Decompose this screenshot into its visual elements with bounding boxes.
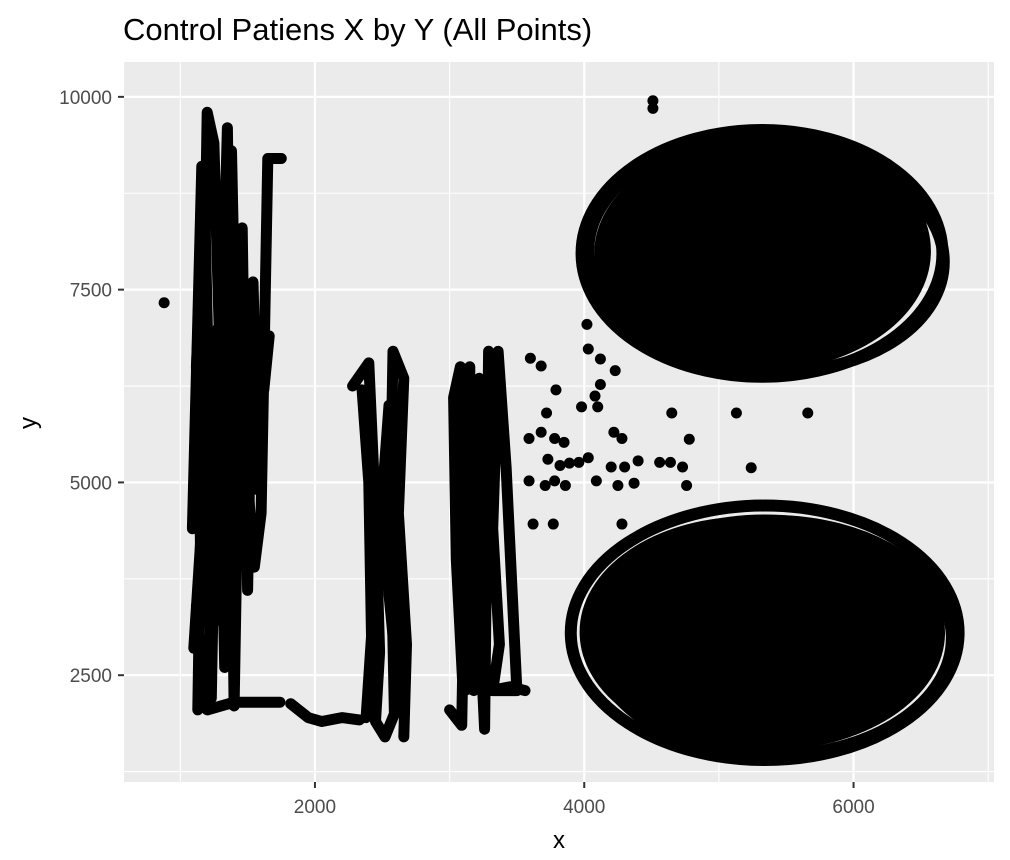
- scatter-point: [616, 518, 628, 530]
- point-clusters: [564, 124, 965, 767]
- scatter-point: [523, 475, 535, 487]
- point-trail: [190, 600, 286, 716]
- scatter-point: [605, 461, 617, 473]
- scatter-point: [619, 461, 631, 473]
- scatter-point: [609, 365, 621, 377]
- scatter-point: [646, 335, 658, 347]
- x-tick-label: 6000: [832, 797, 874, 818]
- scatter-point: [554, 459, 566, 471]
- chart-title: Control Patiens X by Y (All Points): [123, 12, 592, 47]
- scatter-point: [539, 480, 551, 492]
- scatter-point: [664, 456, 676, 468]
- scatter-point: [559, 480, 571, 492]
- point-trail: [444, 345, 523, 735]
- scatter-point: [647, 102, 659, 114]
- point-cluster-fill: [584, 514, 946, 752]
- scatter-point: [594, 353, 606, 365]
- scatter-point: [524, 352, 536, 364]
- y-tick-label: 10000: [59, 88, 112, 109]
- scatter-point: [550, 384, 562, 396]
- scatter-point: [745, 462, 757, 474]
- y-tick-label: 5000: [70, 473, 112, 494]
- scatter-point: [677, 461, 689, 473]
- scatter-point: [666, 407, 678, 419]
- scatter-point: [681, 480, 693, 492]
- scatter-point: [535, 360, 547, 372]
- scatter-point: [683, 433, 695, 445]
- scatter-point: [576, 401, 588, 413]
- scatter-point: [535, 426, 547, 438]
- point-cluster-fill: [594, 138, 930, 369]
- scatter-point: [594, 378, 606, 390]
- y-axis-title: y: [15, 417, 42, 429]
- scatter-point: [654, 456, 666, 468]
- point-trail: [356, 384, 404, 724]
- scatter-point: [158, 297, 170, 309]
- scatter-point: [549, 475, 561, 487]
- scatter-point: [523, 432, 535, 444]
- y-axis: 2500 5000 7500 10000: [59, 88, 124, 687]
- x-tick-label: 2000: [294, 797, 336, 818]
- scatter-point: [549, 432, 561, 444]
- scatter-point: [527, 518, 539, 530]
- scatter-point: [582, 452, 594, 464]
- scatter-points: [158, 95, 814, 530]
- scatter-point: [542, 453, 554, 465]
- y-tick-label: 2500: [70, 666, 112, 687]
- x-axis-title: x: [553, 827, 565, 854]
- scatter-point: [632, 455, 644, 467]
- scatter-point: [608, 426, 620, 438]
- point-trail: [285, 698, 365, 727]
- scatter-point: [558, 436, 570, 448]
- x-tick-label: 4000: [563, 797, 605, 818]
- y-tick-label: 7500: [70, 281, 112, 302]
- scatter-point: [612, 480, 624, 492]
- scatter-point: [628, 477, 640, 489]
- scatter-point: [573, 456, 585, 468]
- point-trail: [186, 160, 275, 704]
- scatter-point: [590, 475, 602, 487]
- scatter-point: [563, 457, 575, 469]
- scatter-point: [616, 432, 628, 444]
- scatter-point: [581, 318, 593, 330]
- x-axis: 2000 4000 6000: [294, 782, 875, 818]
- scatter-point: [582, 343, 594, 355]
- point-trail: [457, 681, 531, 697]
- scatter-point: [541, 407, 553, 419]
- scatter-point: [802, 407, 814, 419]
- scatter-point: [589, 390, 601, 402]
- scatter-point: [547, 518, 559, 530]
- scatter-point: [592, 401, 604, 413]
- point-paths: [186, 106, 531, 743]
- scatter-point: [647, 95, 659, 107]
- scatter-point: [730, 407, 742, 419]
